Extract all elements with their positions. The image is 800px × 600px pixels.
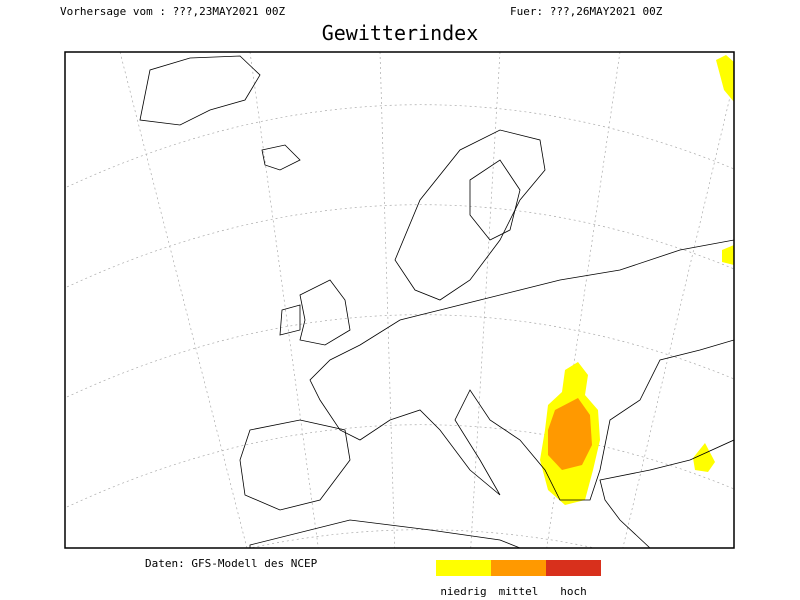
legend-label: hoch <box>560 585 587 598</box>
map-title: Gewitterindex <box>322 21 479 45</box>
legend-swatch <box>436 560 491 576</box>
forecast-from: Vorhersage vom : ???,23MAY2021 00Z <box>60 5 286 18</box>
legend-label: mittel <box>499 585 539 598</box>
legend-swatch <box>491 560 546 576</box>
map-area <box>64 51 735 549</box>
graticule <box>65 52 734 548</box>
coastlines <box>139 55 734 548</box>
data-source: Daten: GFS-Modell des NCEP <box>145 557 318 570</box>
forecast-valid: Fuer: ???,26MAY2021 00Z <box>510 5 663 18</box>
map-frame <box>64 51 735 549</box>
legend: niedrig mittel hoch <box>436 560 601 598</box>
thunderstorm-areas <box>540 55 734 505</box>
legend-label: niedrig <box>440 585 486 598</box>
legend-swatch <box>546 560 601 576</box>
